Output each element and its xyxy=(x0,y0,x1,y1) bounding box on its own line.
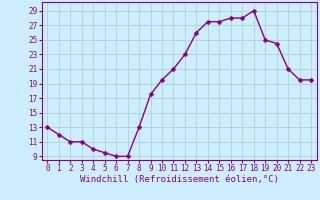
X-axis label: Windchill (Refroidissement éolien,°C): Windchill (Refroidissement éolien,°C) xyxy=(80,175,279,184)
